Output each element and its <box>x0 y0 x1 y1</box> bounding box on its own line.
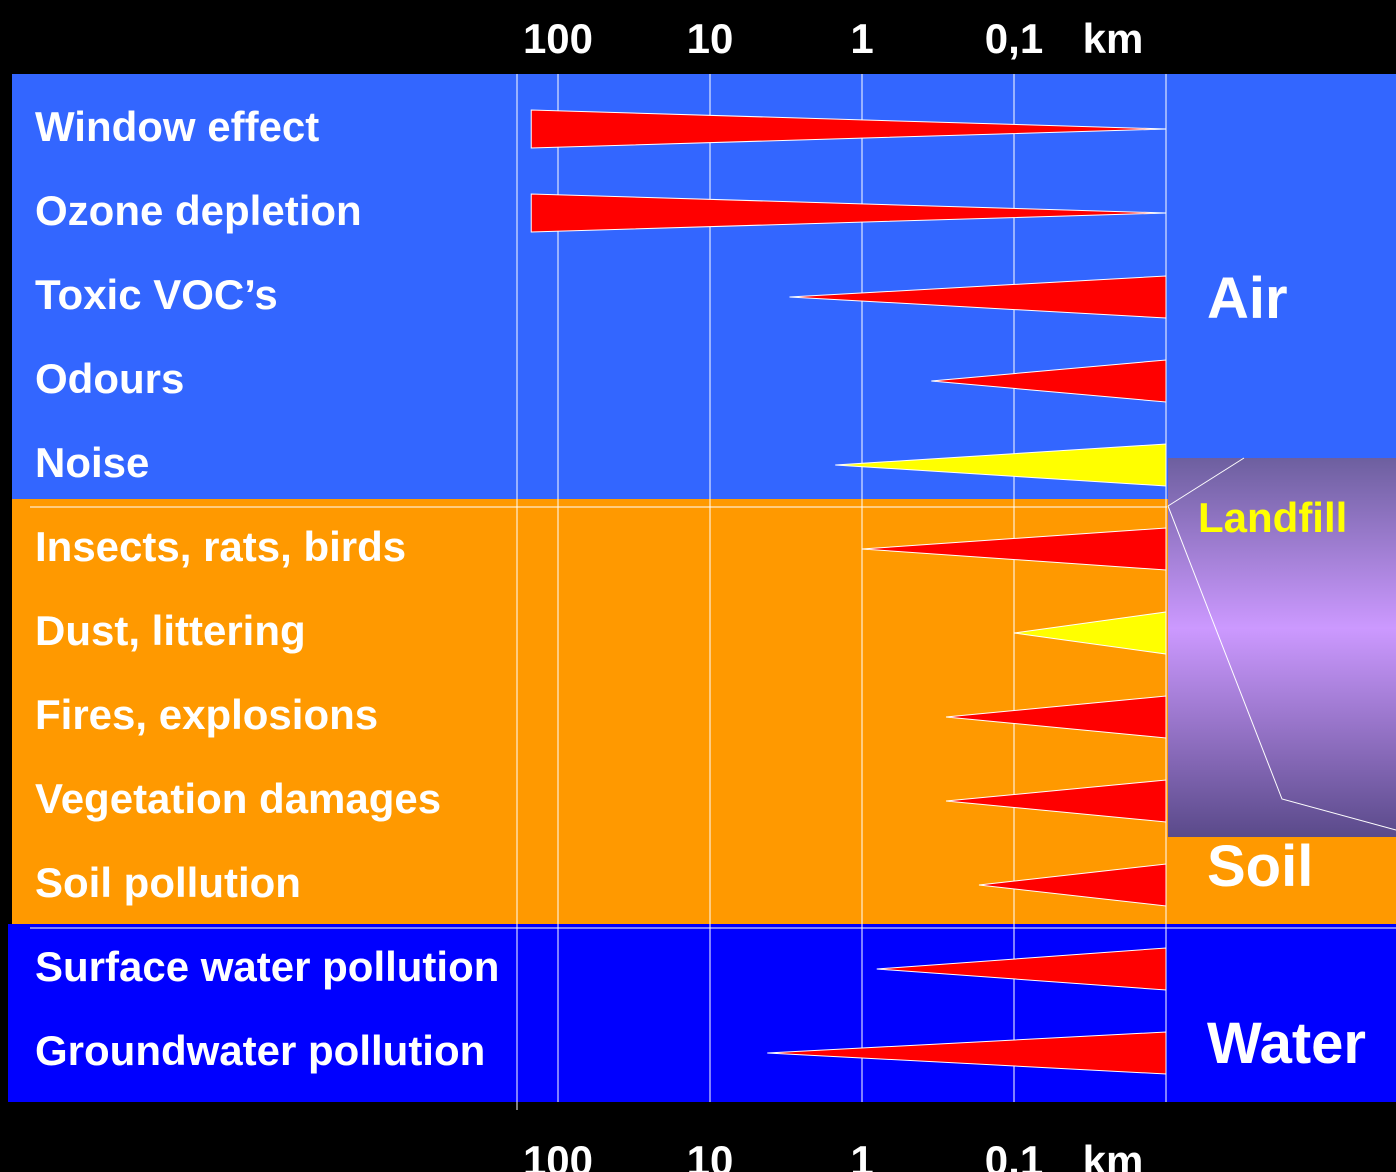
landfill-box <box>1168 458 1396 837</box>
category-label: Soil pollution <box>35 859 301 906</box>
category-label: Noise <box>35 439 149 486</box>
category-label: Window effect <box>35 103 319 150</box>
category-label: Toxic VOC’s <box>35 271 278 318</box>
zone-label-soil: Soil <box>1207 834 1313 899</box>
category-label: Groundwater pollution <box>35 1027 485 1074</box>
impact-triangle <box>789 275 1167 319</box>
impact-triangle <box>978 863 1167 907</box>
landfill-edge-top <box>1167 457 1245 507</box>
category-label: Insects, rats, birds <box>35 523 406 570</box>
bottom-tick-label: 100 <box>523 1137 593 1172</box>
bottom-tick-label: 10 <box>687 1137 734 1172</box>
impact-triangle <box>530 193 1167 233</box>
impact-triangle <box>945 779 1167 823</box>
landfill-label: Landfill <box>1198 494 1347 541</box>
top-tick-label: 1 <box>850 15 873 62</box>
category-label: Fires, explosions <box>35 691 378 738</box>
impact-triangle <box>861 527 1167 571</box>
category-label: Odours <box>35 355 184 402</box>
zone-label-air: Air <box>1207 266 1288 331</box>
category-label: Ozone depletion <box>35 187 362 234</box>
impact-triangle <box>931 359 1167 403</box>
bottom-axis-unit: km <box>1083 1137 1144 1172</box>
top-tick-label: 10 <box>687 15 734 62</box>
impact-triangle <box>767 1031 1167 1075</box>
impact-triangle <box>945 695 1167 739</box>
category-label: Surface water pollution <box>35 943 499 990</box>
impact-triangle <box>1013 611 1167 655</box>
impact-triangle <box>876 947 1167 991</box>
bottom-tick-label: 0,1 <box>985 1137 1043 1172</box>
impact-triangle <box>835 443 1167 487</box>
impact-triangle <box>530 109 1167 149</box>
zone-label-water: Water <box>1207 1011 1366 1076</box>
landfill-edge-bottom <box>1167 505 1396 831</box>
category-label: Vegetation damages <box>35 775 441 822</box>
top-axis-unit: km <box>1083 15 1144 62</box>
top-tick-label: 0,1 <box>985 15 1043 62</box>
top-tick-label: 100 <box>523 15 593 62</box>
category-label: Dust, littering <box>35 607 306 654</box>
bottom-tick-label: 1 <box>850 1137 873 1172</box>
